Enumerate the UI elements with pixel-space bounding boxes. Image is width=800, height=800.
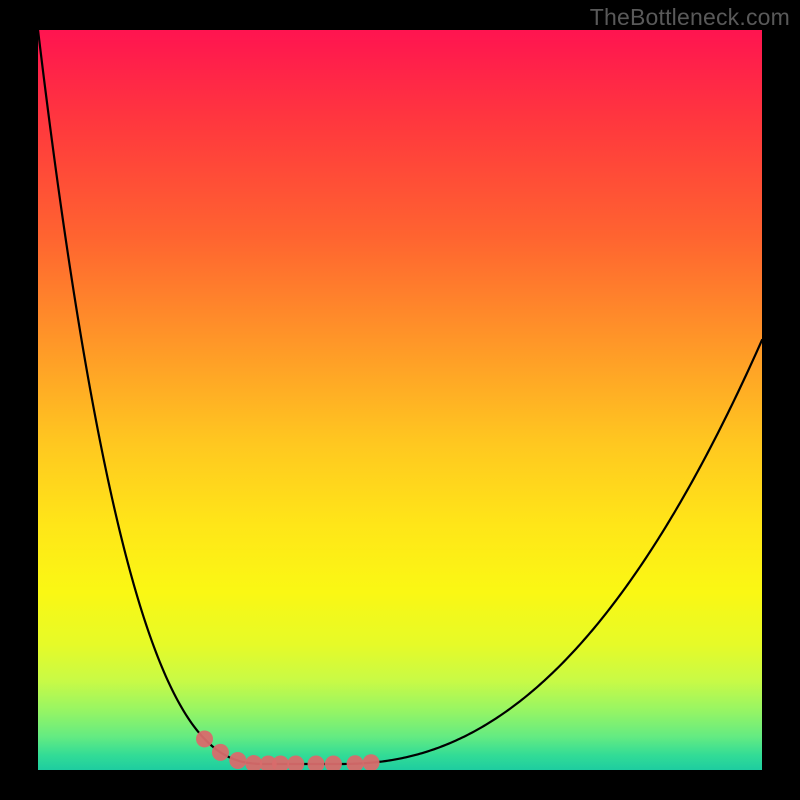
watermark-text: TheBottleneck.com (590, 4, 790, 31)
chart-stage: TheBottleneck.com (0, 0, 800, 800)
plot-svg (38, 30, 762, 770)
marker-dot (212, 744, 229, 761)
marker-dot (229, 752, 246, 769)
marker-dot (196, 730, 213, 747)
gradient-background (38, 30, 762, 770)
plot-area (38, 30, 762, 770)
